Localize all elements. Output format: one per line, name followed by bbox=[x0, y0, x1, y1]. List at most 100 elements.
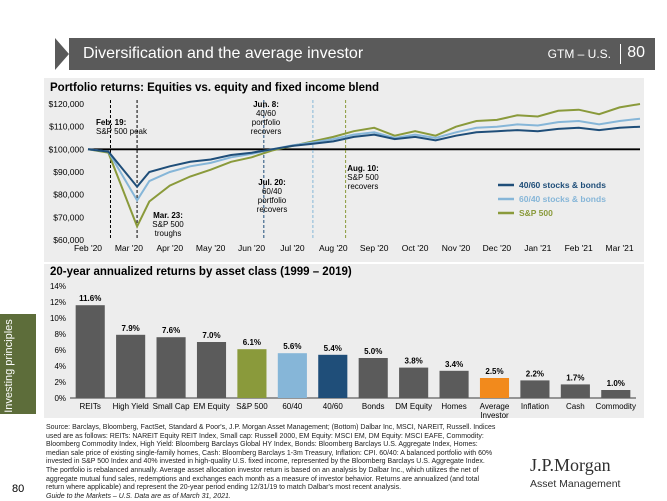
bar-y-tick-label: 6% bbox=[54, 346, 66, 355]
bar bbox=[439, 370, 469, 398]
bar-category-label: Investor bbox=[480, 411, 509, 420]
footnote-text: Source: Barclays, Bloomberg, FactSet, St… bbox=[46, 424, 496, 492]
bar bbox=[399, 367, 429, 398]
annotation-text: S&P 500 peak bbox=[96, 127, 148, 136]
annotation-title: Jul. 20: bbox=[258, 178, 286, 187]
bar-category-label: High Yield bbox=[113, 402, 149, 411]
x-tick-label: Oct '20 bbox=[402, 243, 429, 253]
bar bbox=[318, 354, 348, 398]
jpmorgan-logo: J.P.Morgan bbox=[530, 455, 611, 475]
bar-chart-title: 20-year annualized returns by asset clas… bbox=[50, 266, 352, 278]
bar bbox=[116, 334, 146, 398]
annotation-text: S&P 500 bbox=[152, 220, 184, 229]
bar bbox=[277, 353, 307, 398]
bar-value-label: 3.8% bbox=[405, 357, 423, 366]
bar bbox=[358, 358, 388, 398]
y-tick-label: $120,000 bbox=[49, 99, 85, 109]
annotation-text: troughs bbox=[155, 229, 182, 238]
bar-value-label: 7.9% bbox=[122, 324, 140, 333]
bar bbox=[601, 390, 631, 398]
x-tick-label: Jun '20 bbox=[238, 243, 265, 253]
annotation-text: S&P 500 bbox=[347, 173, 379, 182]
bar-category-label: Commodity bbox=[596, 402, 636, 411]
panel-divider bbox=[44, 262, 644, 264]
bar-y-tick-label: 14% bbox=[50, 282, 66, 291]
bar-category-label: 40/60 bbox=[323, 402, 344, 411]
series-line bbox=[87, 117, 641, 203]
bar-value-label: 6.1% bbox=[243, 338, 261, 347]
bar-category-label: 60/40 bbox=[282, 402, 303, 411]
page-number: 80 bbox=[12, 483, 25, 495]
page-title: Diversification and the average investor bbox=[83, 45, 364, 62]
bar-y-tick-label: 2% bbox=[54, 378, 66, 387]
x-tick-label: Nov '20 bbox=[442, 243, 471, 253]
bar-value-label: 11.6% bbox=[79, 294, 101, 303]
bar-category-label: Cash bbox=[566, 402, 585, 411]
bar-y-tick-label: 4% bbox=[54, 362, 66, 371]
side-tab-label: Investing principles bbox=[3, 319, 15, 413]
bar-value-label: 7.0% bbox=[202, 331, 220, 340]
bar bbox=[237, 349, 267, 398]
annotation-title: Feb. 19: bbox=[96, 118, 126, 127]
bar-category-label: EM Equity bbox=[193, 402, 229, 411]
x-tick-label: Sep '20 bbox=[360, 243, 389, 253]
annotation-text: portfolio bbox=[258, 196, 287, 205]
x-tick-label: Apr '20 bbox=[156, 243, 183, 253]
series-line bbox=[87, 103, 641, 229]
x-tick-label: May '20 bbox=[196, 243, 226, 253]
bar-value-label: 2.2% bbox=[526, 369, 544, 378]
bar-y-tick-label: 10% bbox=[50, 314, 66, 323]
annotation-text: 60/40 bbox=[262, 187, 283, 196]
legend-label: 40/60 stocks & bonds bbox=[519, 180, 606, 190]
bar-value-label: 5.4% bbox=[324, 344, 342, 353]
bar-category-label: Average bbox=[480, 402, 510, 411]
logo-subtitle: Asset Management bbox=[530, 478, 621, 490]
bar-category-label: Small Cap bbox=[153, 402, 190, 411]
bar-category-label: REITs bbox=[80, 402, 101, 411]
bar-category-label: Inflation bbox=[521, 402, 549, 411]
bar-value-label: 5.6% bbox=[283, 342, 301, 351]
side-tab: Investing principles bbox=[0, 314, 36, 414]
bar bbox=[479, 378, 510, 398]
bar bbox=[156, 337, 186, 398]
bar-value-label: 3.4% bbox=[445, 360, 463, 369]
x-tick-label: Mar '20 bbox=[115, 243, 143, 253]
annotation-text: portfolio bbox=[252, 118, 281, 127]
line-chart-title: Portfolio returns: Equities vs. equity a… bbox=[50, 82, 380, 94]
annotation-text: recovers bbox=[348, 182, 379, 191]
annotation-text: recovers bbox=[251, 127, 282, 136]
bar-category-label: S&P 500 bbox=[236, 402, 268, 411]
bar bbox=[520, 380, 550, 398]
annotation-text: 40/60 bbox=[256, 109, 277, 118]
y-tick-label: $60,000 bbox=[53, 235, 84, 245]
footnote: Source: Barclays, Bloomberg, FactSet, St… bbox=[46, 424, 496, 501]
bar-category-label: DM Equity bbox=[395, 402, 432, 411]
annotation-title: Jun. 8: bbox=[253, 100, 279, 109]
x-tick-label: Jul '20 bbox=[280, 243, 305, 253]
y-tick-label: $70,000 bbox=[53, 212, 84, 222]
x-tick-label: Feb '21 bbox=[565, 243, 593, 253]
x-tick-label: Feb '20 bbox=[74, 243, 102, 253]
bar-value-label: 5.0% bbox=[364, 347, 382, 356]
bar-y-tick-label: 8% bbox=[54, 330, 66, 339]
y-tick-label: $110,000 bbox=[49, 122, 84, 132]
bar bbox=[560, 384, 590, 398]
x-tick-label: Aug '20 bbox=[319, 243, 348, 253]
bar-value-label: 1.7% bbox=[566, 373, 584, 382]
y-tick-label: $80,000 bbox=[53, 190, 84, 200]
bar-y-tick-label: 0% bbox=[54, 394, 66, 403]
x-tick-label: Mar '21 bbox=[606, 243, 634, 253]
x-tick-label: Jan '21 bbox=[524, 243, 551, 253]
annotation-title: Aug. 10: bbox=[347, 164, 379, 173]
bar-category-label: Bonds bbox=[362, 402, 385, 411]
header-page-number: 80 bbox=[627, 44, 645, 61]
bar bbox=[75, 305, 105, 398]
bar-y-tick-label: 12% bbox=[50, 298, 66, 307]
header-divider bbox=[620, 44, 621, 64]
bar-value-label: 2.5% bbox=[485, 367, 503, 376]
legend-label: S&P 500 bbox=[519, 208, 553, 218]
series-line bbox=[87, 125, 641, 189]
legend-label: 60/40 stocks & bonds bbox=[519, 194, 606, 204]
header-chevron bbox=[55, 38, 69, 70]
